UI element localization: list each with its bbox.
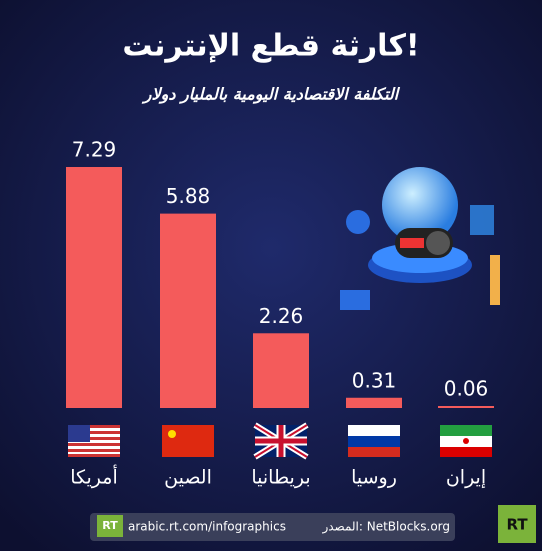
value-label: 0.31 bbox=[352, 368, 397, 392]
flags bbox=[68, 422, 492, 460]
bar bbox=[253, 333, 309, 408]
category-label: إيران bbox=[446, 467, 486, 490]
illustration bbox=[340, 167, 500, 310]
subtitle: التكلفة الاقتصادية اليومية بالمليار دولا… bbox=[141, 85, 401, 105]
footer-url: arabic.rt.com/infographics bbox=[128, 520, 286, 534]
category-label: أمريكا bbox=[70, 465, 118, 489]
bar bbox=[438, 406, 494, 408]
logo-text: RT bbox=[102, 519, 118, 532]
bar bbox=[346, 397, 402, 408]
title: كارثة قطع الإنترنت! bbox=[122, 29, 419, 64]
footer-source: المصدر: NetBlocks.org bbox=[321, 520, 450, 535]
logo-text: RT bbox=[506, 516, 528, 534]
category-label: الصين bbox=[164, 467, 212, 489]
logo-small bbox=[97, 515, 123, 537]
value-label: 0.06 bbox=[444, 377, 489, 401]
bar bbox=[66, 167, 122, 408]
bar bbox=[160, 213, 216, 408]
category-label: روسيا bbox=[351, 467, 397, 489]
value-label: 2.26 bbox=[259, 304, 304, 328]
category-label: بريطانيا bbox=[251, 467, 310, 489]
footer-bar bbox=[90, 513, 455, 541]
logo-large bbox=[498, 505, 536, 543]
value-label: 7.29 bbox=[72, 138, 117, 162]
value-label: 5.88 bbox=[166, 184, 211, 208]
